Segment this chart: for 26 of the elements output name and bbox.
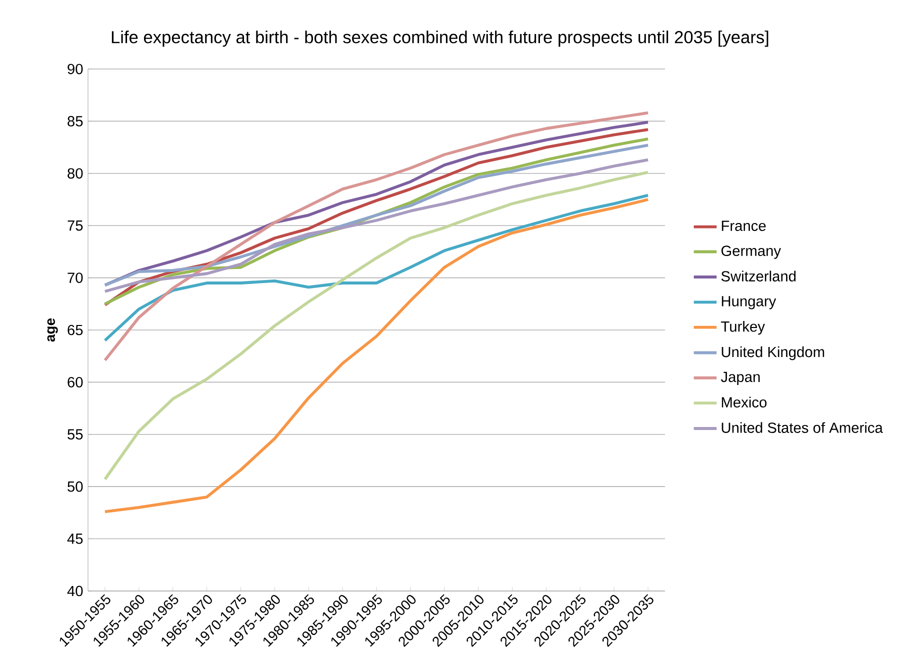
legend-label: Mexico: [722, 396, 767, 408]
legend-label: Hungary: [722, 296, 776, 309]
y-axis-title: age: [47, 318, 58, 342]
y-tick-label: 45: [67, 533, 83, 544]
legend-label: Turkey: [721, 320, 765, 334]
y-tick-label: 85: [68, 116, 83, 126]
chart-title: Life expectancy at birth - both sexes combined with future prospects until 2035 [years]: [112, 30, 768, 46]
y-tick-label: 80: [68, 168, 83, 178]
y-tick-label: 65: [68, 324, 83, 335]
line-series: [104, 111, 650, 362]
line-series: [104, 194, 650, 342]
legend-label: United Kingdom: [722, 346, 824, 360]
y-tick-label: 50: [68, 481, 83, 492]
y-tick-label: 90: [68, 64, 83, 74]
y-tick-label: 60: [68, 376, 83, 388]
y-tick-label: 40: [67, 586, 83, 596]
legend-label: France: [722, 220, 766, 231]
line-series: [104, 170, 650, 481]
legend-label: Switzerland: [721, 270, 796, 282]
y-tick-label: 70: [68, 272, 83, 283]
y-tick-label: 75: [68, 220, 83, 230]
legend-label: Germany: [721, 245, 781, 259]
legend-label: Japan: [720, 372, 760, 385]
y-tick-label: 55: [68, 429, 83, 440]
line-series: [104, 198, 650, 513]
legend-label: United States of America: [722, 422, 883, 433]
